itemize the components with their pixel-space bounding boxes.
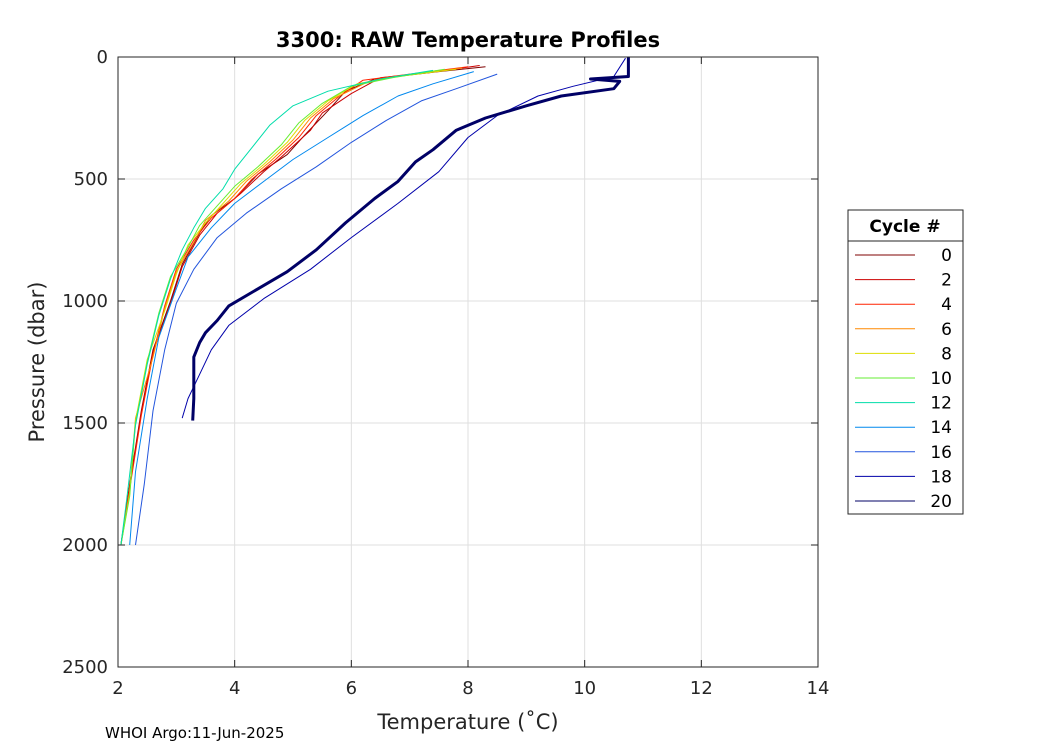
series-line-cycle-16 — [135, 73, 498, 546]
legend-label-cycle-18: 18 — [930, 467, 952, 487]
x-tick-label: 10 — [573, 678, 596, 699]
legend-label-cycle-2: 2 — [941, 271, 952, 291]
legend-label-cycle-16: 16 — [930, 443, 952, 463]
legend-label-cycle-0: 0 — [941, 246, 952, 266]
legend-entries: 0 2 4 6 8 10 12 14 16 18 20 — [855, 246, 952, 512]
series-line-cycle-14 — [129, 71, 474, 546]
series-line-cycle-20 — [191, 57, 630, 421]
series-layer — [120, 57, 630, 546]
ticks: 2 4 6 8 10 12 14 0 500 1000 1500 2000 2500 — [62, 47, 829, 699]
x-tick-label: 8 — [462, 678, 473, 699]
legend-label-cycle-6: 6 — [941, 320, 952, 340]
legend: Cycle # 0 2 4 6 8 10 12 14 16 18 20 — [847, 209, 964, 515]
legend-label-cycle-20: 20 — [930, 492, 952, 512]
x-tick-label: 12 — [690, 678, 713, 699]
x-tick-label: 6 — [346, 678, 357, 699]
y-tick-label: 1500 — [62, 413, 108, 434]
legend-label-cycle-4: 4 — [941, 295, 952, 315]
x-axis-label: Temperature (˚C) — [376, 710, 558, 734]
legend-label-cycle-8: 8 — [941, 344, 952, 364]
series-line-cycle-12 — [120, 69, 434, 546]
y-tick-label: 1000 — [62, 291, 108, 312]
legend-box — [847, 209, 964, 515]
legend-title: Cycle # — [869, 217, 940, 237]
x-tick-label: 14 — [807, 678, 830, 699]
legend-label-cycle-12: 12 — [930, 394, 952, 414]
series-line-cycle-18 — [181, 57, 626, 419]
legend-label-cycle-14: 14 — [930, 418, 952, 438]
y-axis-label: Pressure (dbar) — [25, 282, 49, 443]
x-tick-label: 4 — [229, 678, 240, 699]
y-tick-label: 2000 — [62, 535, 108, 556]
x-tick-label: 2 — [112, 678, 123, 699]
footer-text: WHOI Argo:11-Jun-2025 — [105, 724, 285, 742]
y-tick-label: 500 — [74, 169, 108, 190]
y-tick-label: 2500 — [62, 657, 108, 678]
series-line-cycle-4 — [120, 66, 469, 546]
chart-title: 3300: RAW Temperature Profiles — [276, 28, 660, 52]
y-tick-label: 0 — [97, 47, 108, 68]
series-line-cycle-6 — [120, 67, 463, 546]
legend-label-cycle-10: 10 — [930, 369, 952, 389]
